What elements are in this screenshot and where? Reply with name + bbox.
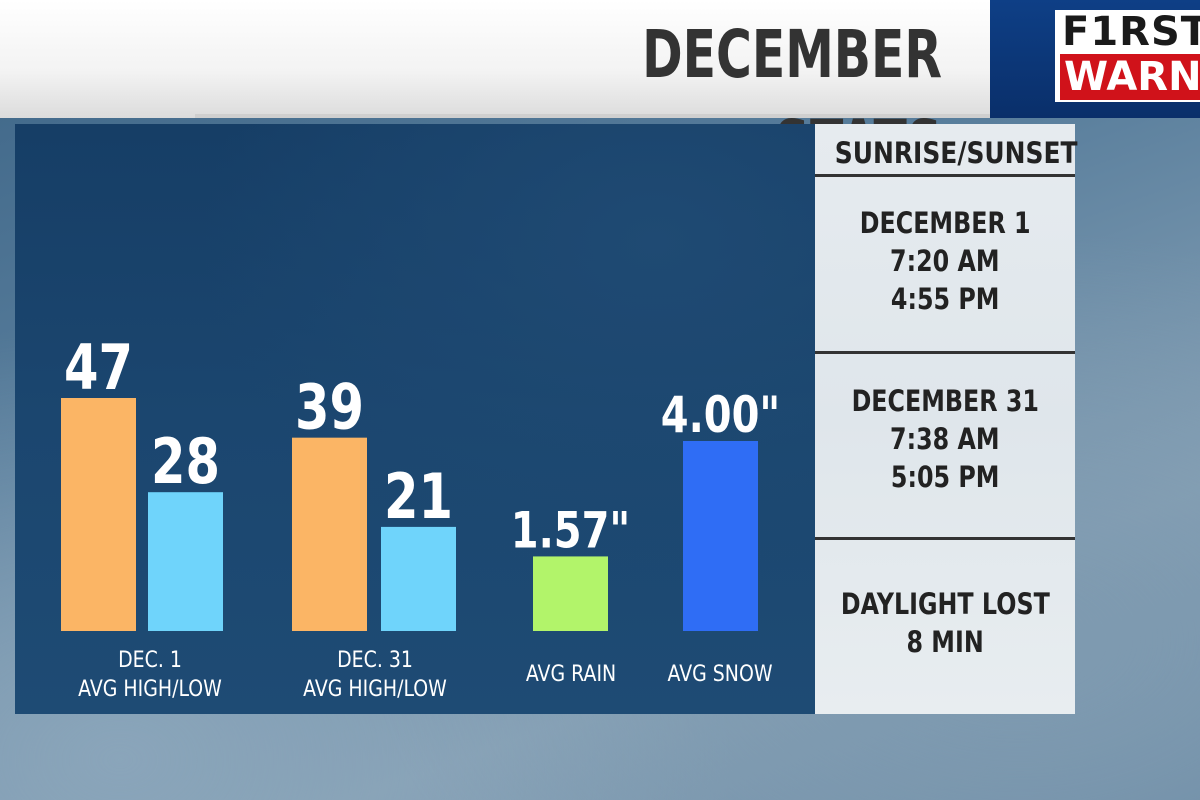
- divider: [815, 351, 1075, 354]
- dec1-date: DECEMBER 1: [859, 206, 1031, 240]
- sunrise-sunset-panel: SUNRISE/SUNSET DECEMBER 1 7:20 AM 4:55 P…: [815, 124, 1078, 714]
- bar-value-label: 47: [64, 333, 133, 405]
- chart-panel: 47 28 DEC. 1 AVG HIGH/LOW 39 21 DEC. 31 AVG HIG…: [15, 124, 815, 714]
- sunrise-sunset-header: SUNRISE/SUNSET: [815, 134, 1078, 172]
- daylight-lost-value: 8 MIN: [906, 625, 984, 659]
- divider: [815, 174, 1075, 177]
- dec31-section: DECEMBER 31 7:38 AM 5:05 PM: [815, 382, 1075, 496]
- title-bar: DECEMBER STATS: [0, 0, 990, 183]
- dec1-sunrise: 7:20 AM: [890, 244, 1000, 278]
- logo-text-first: F1RST: [1062, 9, 1200, 55]
- bar-rain: [533, 556, 608, 631]
- category-label: DEC. 31: [337, 647, 413, 673]
- daylight-section: DAYLIGHT LOST 8 MIN: [815, 585, 1075, 661]
- bar-value-label: 21: [384, 462, 453, 534]
- category-label: AVG HIGH/LOW: [303, 676, 447, 702]
- divider: [815, 537, 1075, 540]
- dec31-sunset: 5:05 PM: [890, 460, 1000, 494]
- logo-red-band: [1060, 54, 1200, 100]
- logo-text-warn: WARN: [1064, 54, 1200, 100]
- bar-value-label: 4.00": [661, 386, 781, 445]
- bar-low: [381, 526, 456, 631]
- daylight-lost-label: DAYLIGHT LOST: [840, 587, 1050, 621]
- dec31-sunrise: 7:38 AM: [890, 422, 1000, 456]
- bar-snow: [683, 441, 758, 631]
- sunrise-sunset-title: SUNRISE/SUNSET: [834, 136, 1078, 170]
- category-label: AVG HIGH/LOW: [78, 676, 222, 702]
- category-label: AVG SNOW: [667, 661, 772, 687]
- bar-value-label: 39: [295, 372, 364, 444]
- bar-high: [61, 398, 136, 631]
- dec1-sunset: 4:55 PM: [890, 282, 1000, 316]
- bar-value-label: 1.57": [511, 501, 631, 560]
- category-label: DEC. 1: [118, 647, 182, 673]
- bar-low: [148, 492, 223, 631]
- category-label: AVG RAIN: [526, 661, 616, 687]
- bar-high: [292, 437, 367, 631]
- dec31-date: DECEMBER 31: [851, 384, 1039, 418]
- title-underline: [195, 114, 990, 118]
- dec1-section: DECEMBER 1 7:20 AM 4:55 PM: [815, 204, 1075, 318]
- bar-value-label: 28: [151, 427, 220, 499]
